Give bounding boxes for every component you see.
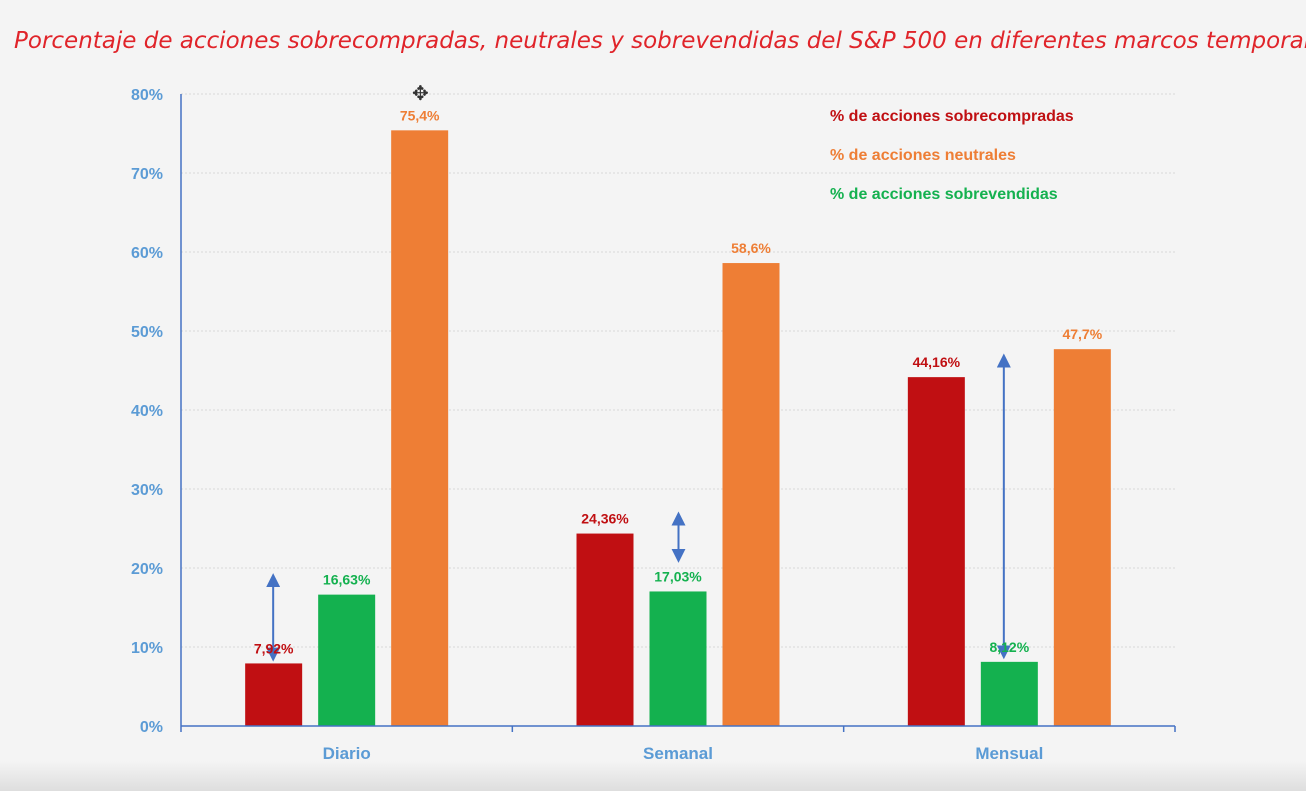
data-labels: 7,92% 16,63% 75,4% 24,36% 17,03% 58,6% 44,16% 8… <box>254 107 1103 656</box>
data-label: 16,63% <box>323 572 371 588</box>
data-label: 58,6% <box>731 240 771 256</box>
legend-entry: % de acciones sobrecompradas <box>830 108 1074 125</box>
y-tick-label: 10% <box>131 640 163 657</box>
data-label: 7,92% <box>254 640 294 656</box>
bottom-fade <box>0 761 1306 791</box>
bar <box>722 263 780 726</box>
y-tick-label: 60% <box>131 245 163 262</box>
bar <box>576 533 634 726</box>
y-tick-label: 0% <box>140 719 163 736</box>
y-tick-label: 50% <box>131 324 163 341</box>
legend-entry: % de acciones neutrales <box>830 147 1016 164</box>
chart-title: Porcentaje de acciones sobrecompradas, n… <box>14 28 1306 54</box>
move-cursor-icon: ✥ <box>412 81 429 105</box>
arrow-annotations <box>266 353 1011 662</box>
legend: % de acciones sobrecompradas % de accione… <box>830 108 1074 203</box>
bar <box>318 594 376 726</box>
gridlines <box>181 93 1175 648</box>
data-label: 75,4% <box>400 107 440 123</box>
bar <box>1053 349 1111 726</box>
data-label: 44,16% <box>913 354 961 370</box>
y-tick-label: 80% <box>131 87 163 104</box>
x-category-label: Mensual <box>975 744 1043 763</box>
data-label: 17,03% <box>654 568 702 584</box>
y-tick-label: 70% <box>131 166 163 183</box>
bar <box>907 377 965 726</box>
bars <box>245 130 1111 727</box>
y-tick-label: 40% <box>131 403 163 420</box>
bar <box>980 661 1038 726</box>
x-category-label: Diario <box>323 744 371 763</box>
y-tick-label: 20% <box>131 561 163 578</box>
x-category-label: Semanal <box>643 744 713 763</box>
bar <box>245 663 303 726</box>
axes: 0% 10% 20% 30% 40% 50% 60% 70% 80% Diario Semanal M… <box>131 87 1176 763</box>
legend-entry: % de acciones sobrevendidas <box>830 186 1058 203</box>
y-tick-label: 30% <box>131 482 163 499</box>
data-label: 8,12% <box>989 639 1029 655</box>
bar <box>649 591 707 726</box>
bar <box>391 130 449 727</box>
data-label: 24,36% <box>581 511 629 527</box>
data-label: 47,7% <box>1062 326 1102 342</box>
